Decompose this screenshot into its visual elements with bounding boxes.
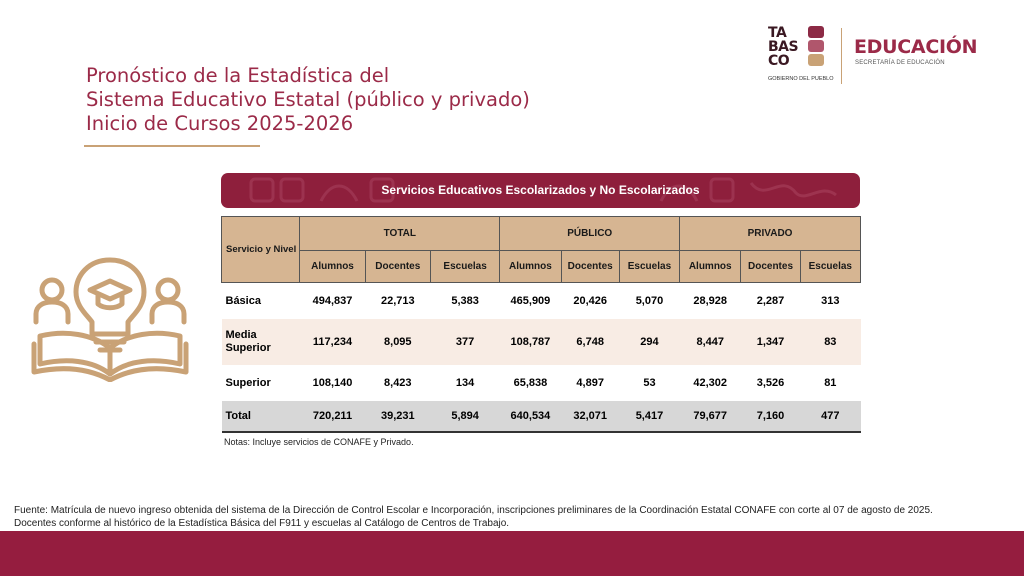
table-row-basica: Básica 494,837 22,713 5,383 465,909 20,4…	[221, 282, 861, 319]
table-cell: 1,347	[740, 319, 801, 365]
table-cell: 5,894	[430, 401, 500, 433]
title-line-3: Inicio de Cursos 2025-2026	[86, 112, 354, 135]
tabasco-tiles-icon	[808, 26, 826, 70]
table-cell: 8,095	[365, 319, 431, 365]
educacion-logo: EDUCACIÓN	[854, 36, 978, 58]
group-header-privado: PRIVADO	[679, 216, 861, 251]
table-cell: 32,071	[561, 401, 620, 433]
group-header-total: TOTAL	[299, 216, 501, 251]
table-cell: 2,287	[740, 282, 801, 319]
table-cell: 4,897	[561, 365, 620, 401]
secretaria-tagline: SECRETARÍA DE EDUCACIÓN	[855, 60, 945, 66]
table-cell: 20,426	[561, 282, 620, 319]
table-cell: 3,526	[740, 365, 801, 401]
table-cell: 134	[430, 365, 500, 401]
footnote-line-1: Fuente: Matrícula de nuevo ingreso obten…	[14, 505, 933, 516]
table-cell: 465,909	[499, 282, 562, 319]
row-label-media-line-1: Media	[225, 329, 257, 341]
table-cell: 28,928	[679, 282, 741, 319]
row-label-media-line-2: Superior	[225, 342, 271, 354]
tabasco-logo-line-3: CO	[768, 53, 790, 69]
source-footnote: Fuente: Matrícula de nuevo ingreso obten…	[14, 504, 933, 530]
table-cell: 117,234	[299, 319, 366, 365]
logo-divider	[841, 28, 842, 84]
table-cell: 294	[619, 319, 680, 365]
table-cell: 8,447	[679, 319, 741, 365]
table-cell: 108,787	[499, 319, 562, 365]
subheader-escuelas: Escuelas	[429, 250, 501, 283]
subheader-alumnos: Alumnos	[499, 250, 562, 283]
table-cell: 5,417	[619, 401, 680, 433]
title-line-1: Pronóstico de la Estadística del	[86, 64, 390, 87]
subheader-escuelas: Escuelas	[799, 250, 862, 283]
table-cell: 313	[800, 282, 861, 319]
tabasco-logo-line-2: BAS	[768, 39, 799, 55]
table-cell: 477	[800, 401, 861, 433]
footnote-line-2: Docentes conforme al histórico de la Est…	[14, 518, 510, 529]
subheader-docentes: Docentes	[364, 250, 431, 283]
table-cell: 42,302	[679, 365, 741, 401]
table-cell: 8,423	[365, 365, 431, 401]
tabasco-logo: TA BAS CO GOBIERNO DEL PUEBLO	[768, 25, 834, 86]
table-cell: 7,160	[740, 401, 801, 433]
subheader-alumnos: Alumnos	[679, 250, 742, 283]
table-cell: 81	[800, 365, 861, 401]
table-cell: 494,837	[299, 282, 366, 319]
row-label-total: Total	[221, 401, 300, 433]
table-header-row: Servicio y Nivel TOTAL PÚBLICO PRIVADO	[220, 216, 861, 283]
table-cell: 83	[800, 319, 861, 365]
row-label-basica: Básica	[221, 282, 300, 319]
table-notes: Notas: Incluye servicios de CONAFE y Pri…	[224, 437, 414, 447]
table-cell: 79,677	[679, 401, 741, 433]
table-cell: 22,713	[365, 282, 431, 319]
table-row-superior: Superior 108,140 8,423 134 65,838 4,897 …	[221, 365, 861, 401]
table-cell: 640,534	[499, 401, 562, 433]
table-row-total: Total 720,211 39,231 5,894 640,534 32,07…	[221, 401, 861, 433]
slide-title: Pronóstico de la Estadística del Sistema…	[86, 64, 606, 136]
title-underline	[84, 145, 260, 147]
lightbulb-graduation-book-people-icon	[31, 257, 189, 382]
table-cell: 39,231	[365, 401, 431, 433]
title-line-2: Sistema Educativo Estatal (público y pri…	[86, 88, 530, 111]
table-cell: 53	[619, 365, 680, 401]
table-cell: 5,383	[430, 282, 500, 319]
group-header-publico: PÚBLICO	[499, 216, 681, 251]
table-cell: 6,748	[561, 319, 620, 365]
banner-pattern	[249, 177, 837, 203]
table-banner: Servicios Educativos Escolarizados y No …	[221, 173, 860, 208]
table-cell: 108,140	[299, 365, 366, 401]
table-banner-title: Servicios Educativos Escolarizados y No …	[381, 183, 700, 197]
table-cell: 65,838	[499, 365, 562, 401]
table-subheader-row: Alumnos Docentes Escuelas Alumnos Docent…	[222, 250, 862, 283]
statistics-table: Servicio y Nivel TOTAL PÚBLICO PRIVADO A…	[220, 216, 862, 433]
table-cell: 377	[430, 319, 500, 365]
service-level-header: Servicio y Nivel	[220, 216, 301, 283]
row-label-media-superior: Media Superior	[221, 319, 300, 365]
gobierno-tagline: GOBIERNO DEL PUEBLO	[768, 76, 834, 82]
row-label-superior: Superior	[221, 365, 300, 401]
subheader-escuelas: Escuelas	[618, 250, 681, 283]
table-cell: 720,211	[299, 401, 366, 433]
table-row-media-superior: Media Superior 117,234 8,095 377 108,787 …	[221, 319, 861, 365]
subheader-docentes: Docentes	[560, 250, 620, 283]
footer-bar	[0, 531, 1024, 576]
tabasco-logo-line-1: TA	[768, 25, 787, 41]
subheader-alumnos: Alumnos	[299, 250, 366, 283]
header-logos: TA BAS CO GOBIERNO DEL PUEBLO EDUCACIÓN …	[768, 26, 988, 90]
table-cell: 5,070	[619, 282, 680, 319]
subheader-docentes: Docentes	[740, 250, 801, 283]
